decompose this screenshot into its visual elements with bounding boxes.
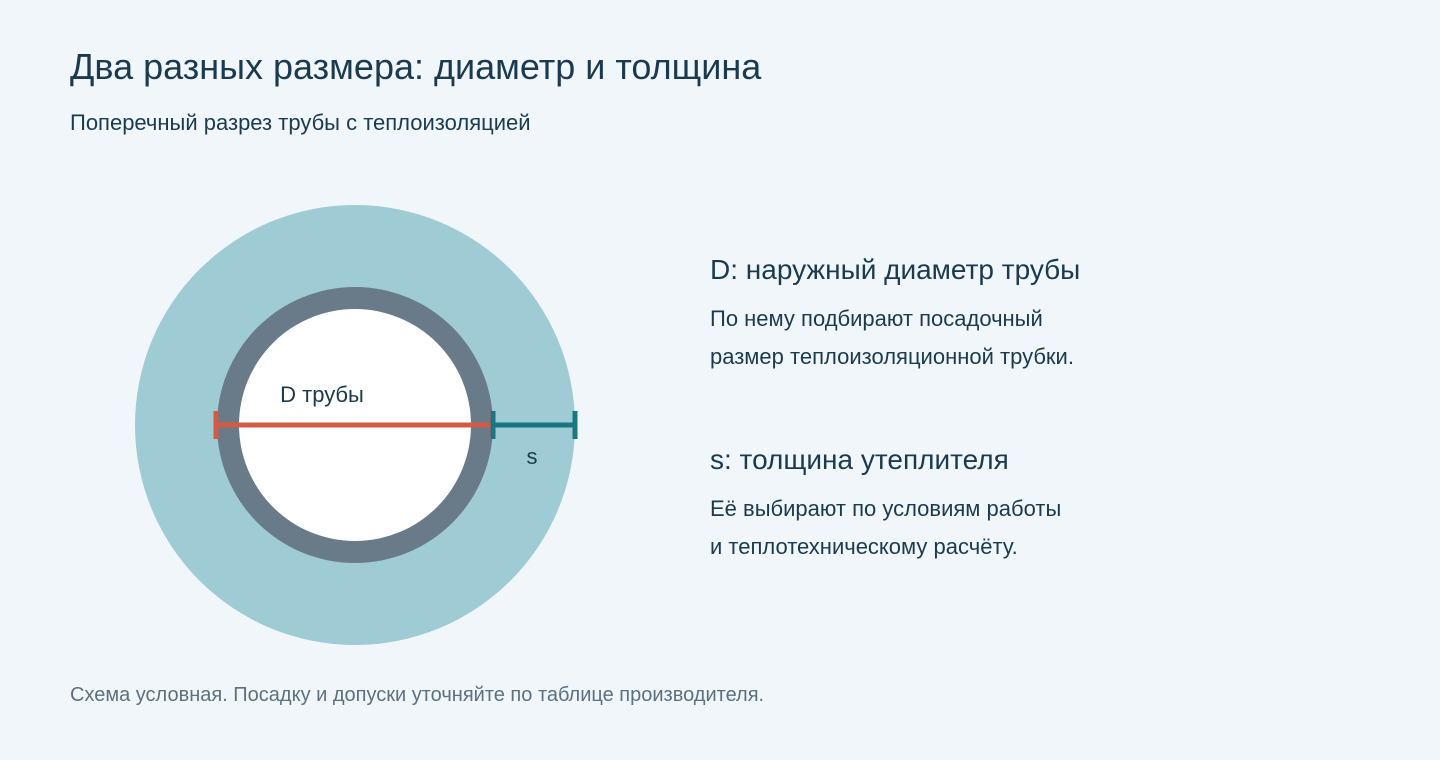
legend-diameter-text: По нему подбирают посадочный размер тепл… xyxy=(710,300,1230,376)
legend-thickness-text: Её выбирают по условиям работы и теплоте… xyxy=(710,490,1230,566)
legend-diameter: D: наружный диаметр трубы По нему подбир… xyxy=(710,254,1230,376)
pipe-cross-section-diagram: D трубы s xyxy=(135,205,578,645)
thickness-label: s xyxy=(527,444,538,469)
diameter-label: D трубы xyxy=(280,382,364,407)
legend-thickness-heading: s: толщина утеплителя xyxy=(710,444,1009,475)
legend-diameter-heading: D: наружный диаметр трубы xyxy=(710,254,1081,285)
page-subtitle: Поперечный разрез трубы с теплоизоляцией xyxy=(70,110,531,135)
footnote: Схема условная. Посадку и допуски уточня… xyxy=(70,684,765,706)
legend-thickness: s: толщина утеплителя Её выбирают по усл… xyxy=(710,444,1230,566)
legend-thickness-line-1: Её выбирают по условиям работы xyxy=(710,496,1062,521)
legend-diameter-line-1: По нему подбирают посадочный xyxy=(710,306,1043,331)
page-title: Два разных размера: диаметр и толщина xyxy=(70,46,762,87)
legend-diameter-line-2: размер теплоизоляционной трубки. xyxy=(710,344,1074,369)
legend-thickness-line-2: и теплотехническому расчёту. xyxy=(710,534,1018,559)
thickness-dimension xyxy=(490,411,578,439)
